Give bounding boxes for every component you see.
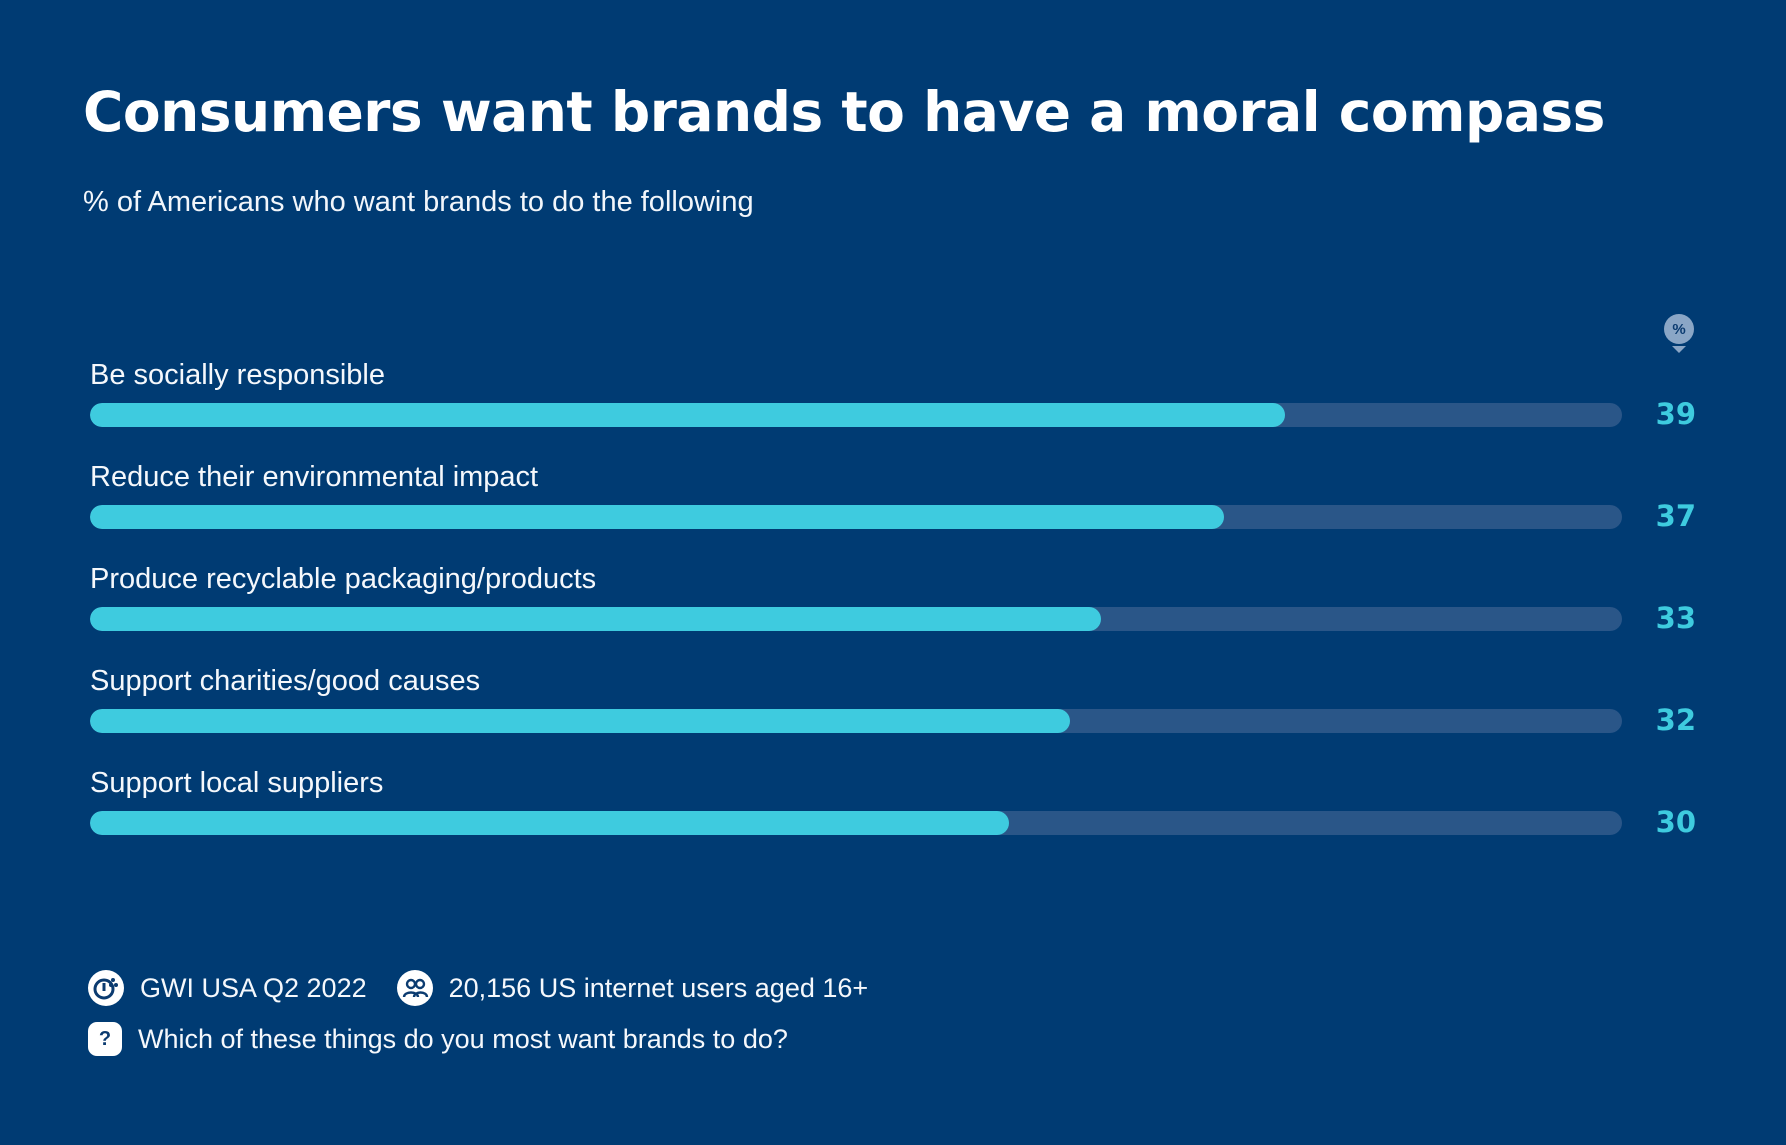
users-icon: [396, 970, 433, 1006]
bar: [90, 403, 1285, 427]
bar-row: Support charities/good causes 32: [90, 665, 1696, 755]
bar: [90, 709, 1070, 733]
bar-track: [90, 505, 1622, 529]
bar-track: [90, 403, 1622, 427]
bar: [90, 505, 1224, 529]
bar-category-label: Be socially responsible: [90, 359, 385, 391]
bar-row: Support local suppliers 30: [90, 767, 1696, 857]
sample-text: 20,156 US internet users aged 16+: [448, 972, 869, 1003]
footer-question: ? Which of these things do you most want…: [88, 1022, 788, 1056]
source-text: GWI USA Q2 2022: [140, 972, 367, 1003]
bar-track: [90, 709, 1622, 733]
bar-value-label: 33: [1655, 601, 1696, 635]
question-icon: ?: [88, 1022, 122, 1056]
bar-value-label: 39: [1655, 397, 1696, 431]
question-text: Which of these things do you most want b…: [138, 1023, 788, 1054]
bar-category-label: Reduce their environmental impact: [90, 461, 539, 493]
bar-track: [90, 811, 1622, 835]
bar-row: Be socially responsible 39: [90, 359, 1696, 449]
bar-value-label: 37: [1655, 499, 1696, 533]
chart-title: Consumers want brands to have a moral co…: [83, 80, 1605, 144]
bar: [90, 607, 1101, 631]
footer-meta: GWI USA Q2 2022 20,156 US internet users…: [88, 970, 868, 1006]
gwi-logo-icon: [88, 970, 124, 1006]
percent-unit-badge: %: [1664, 314, 1694, 353]
chart-subtitle: % of Americans who want brands to do the…: [83, 186, 754, 218]
bar-category-label: Support local suppliers: [90, 767, 384, 799]
bar: [90, 811, 1009, 835]
bar-category-label: Support charities/good causes: [90, 665, 481, 697]
bar-category-label: Produce recyclable packaging/products: [90, 563, 597, 595]
bar-row: Produce recyclable packaging/products 33: [90, 563, 1696, 653]
bar-row: Reduce their environmental impact 37: [90, 461, 1696, 551]
bar-value-label: 30: [1655, 805, 1696, 839]
bar-track: [90, 607, 1622, 631]
bar-value-label: 32: [1655, 703, 1696, 737]
